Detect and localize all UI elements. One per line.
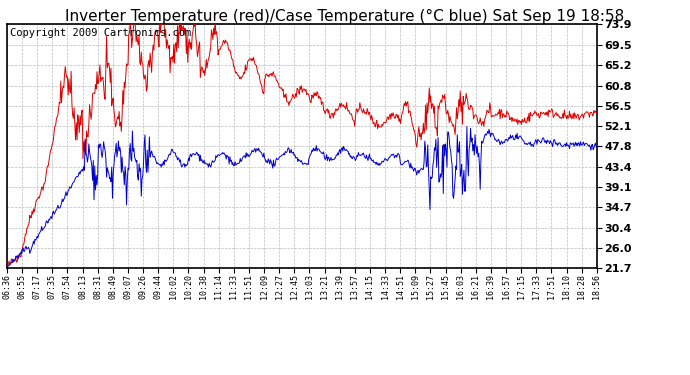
Text: Inverter Temperature (red)/Case Temperature (°C blue) Sat Sep 19 18:58: Inverter Temperature (red)/Case Temperat…: [66, 9, 624, 24]
Text: Copyright 2009 Cartronics.com: Copyright 2009 Cartronics.com: [10, 28, 191, 38]
